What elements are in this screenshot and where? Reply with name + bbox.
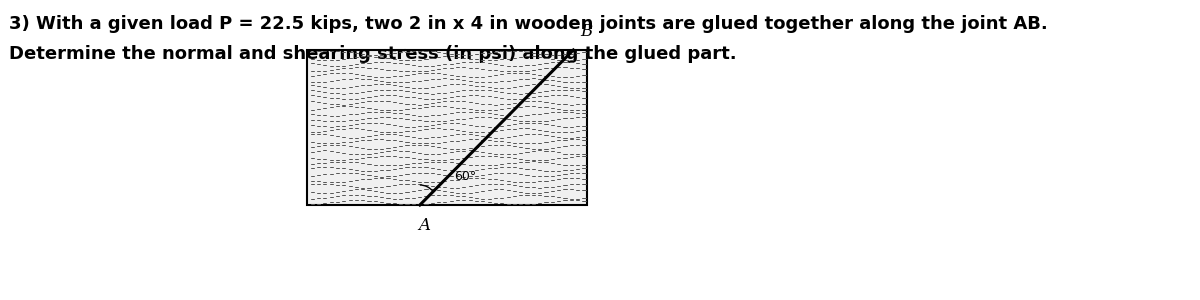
Text: Determine the normal and shearing stress (in psi) along the glued part.: Determine the normal and shearing stress… [10,45,737,63]
Text: 3) With a given load P = 22.5 kips, two 2 in x 4 in wooden joints are glued toge: 3) With a given load P = 22.5 kips, two … [10,15,1048,33]
Text: A: A [419,217,431,234]
Bar [307,50,587,205]
Text: B: B [581,23,593,40]
Text: 60°: 60° [454,170,476,183]
